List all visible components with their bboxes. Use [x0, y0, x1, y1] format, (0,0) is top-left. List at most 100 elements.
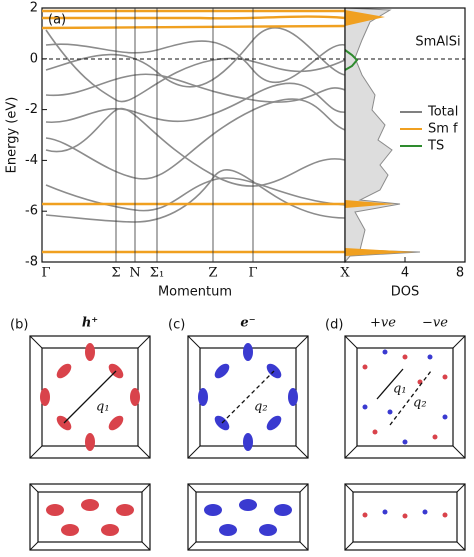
fermi-pocket: [56, 363, 72, 379]
k-label: Z: [208, 266, 217, 281]
bz-edge: [29, 445, 43, 459]
k-label: Γ: [41, 266, 50, 281]
charge-marker: [362, 404, 368, 410]
vector-label: q₁: [393, 382, 407, 397]
y-tick-label: 0: [30, 51, 38, 66]
dos-total: [344, 7, 421, 264]
fermi-pocket: [243, 433, 253, 451]
legend-label: Total: [427, 105, 458, 120]
bz-edge: [29, 335, 43, 349]
bz-edge: [29, 483, 39, 493]
bz-edge: [344, 483, 354, 493]
vector-label: q₂: [254, 400, 268, 415]
charge-marker: [382, 509, 388, 515]
bz-edge: [187, 335, 201, 349]
bz-outer: [344, 483, 466, 551]
fermi-pocket: [259, 524, 277, 536]
fermi-pocket: [85, 343, 95, 361]
charge-marker: [422, 509, 428, 515]
charge-marker: [442, 374, 448, 380]
fermi-pocket: [204, 504, 222, 516]
k-label: Σ: [111, 266, 120, 281]
fermi-pocket: [116, 504, 134, 516]
fermi-pocket: [46, 504, 64, 516]
y-tick-label: -6: [25, 204, 38, 219]
k-label: X: [340, 266, 350, 281]
bz-edge: [295, 445, 309, 459]
k-label: Σ₁: [150, 266, 164, 281]
sm-f-band: [41, 9, 346, 30]
band: [45, 98, 346, 180]
negative-label: −ve: [422, 316, 448, 331]
fermi-pocket: [81, 499, 99, 511]
vector-label: q₁: [96, 400, 110, 415]
fermi-pocket: [85, 433, 95, 451]
charge-marker: [442, 414, 448, 420]
band-structure: [41, 7, 465, 263]
fermi-pocket: [219, 524, 237, 536]
carrier-label: h⁺: [82, 316, 98, 331]
bz-edge: [456, 541, 466, 551]
fermi-pocket: [243, 343, 253, 361]
bz-edge: [452, 335, 466, 349]
bz-inner: [352, 491, 458, 543]
bz-edge: [452, 445, 466, 459]
legend-label: TS: [427, 139, 444, 154]
charge-marker: [362, 364, 368, 370]
vector-label: q₂: [413, 396, 427, 411]
legend-label: Sm f: [428, 122, 458, 137]
bz-edge: [137, 335, 151, 349]
charge-marker: [442, 512, 448, 518]
charge-marker: [362, 512, 368, 518]
fermi-pocket: [101, 524, 119, 536]
bz-inner: [37, 491, 143, 543]
charge-marker: [432, 434, 438, 440]
band: [45, 169, 346, 223]
bz-edge: [141, 541, 151, 551]
dos-ts: [344, 49, 359, 71]
panel-label: (d): [325, 318, 343, 333]
bz-edge: [295, 335, 309, 349]
band: [45, 29, 346, 103]
bz-edge: [344, 541, 354, 551]
nesting-vector: [376, 368, 404, 400]
y-tick-label: -8: [25, 255, 38, 270]
bz-inner: [356, 347, 454, 447]
band: [45, 107, 346, 187]
positive-label: +ve: [370, 316, 396, 331]
bz-edge: [141, 483, 151, 493]
bz-edge: [29, 541, 39, 551]
bz-outer: [29, 335, 151, 459]
y-tick-label: -4: [25, 153, 38, 168]
bz-edge: [137, 445, 151, 459]
fermi-pocket: [288, 388, 298, 406]
bz-edge: [187, 541, 197, 551]
dos-label: DOS: [391, 285, 420, 300]
bz-edge: [299, 541, 309, 551]
nesting-vector: [389, 370, 432, 426]
fermi-pocket: [130, 388, 140, 406]
bz-inner: [195, 491, 301, 543]
y-tick-label: 2: [30, 1, 38, 16]
fermi-pocket: [214, 363, 230, 379]
fermi-pocket: [61, 524, 79, 536]
charge-marker: [402, 513, 408, 519]
k-label: N: [129, 266, 140, 281]
panel-label: (c): [168, 318, 185, 333]
k-label: Γ: [248, 266, 257, 281]
bz-outer: [344, 335, 466, 459]
y-tick-label: -2: [25, 102, 38, 117]
band: [45, 40, 346, 84]
x-tick-label: 8: [456, 266, 464, 281]
charge-marker: [402, 354, 408, 360]
x-tick-label: 4: [401, 266, 409, 281]
charge-marker: [427, 354, 433, 360]
bz-outer: [29, 483, 151, 551]
charge-marker: [382, 349, 388, 355]
fermi-pocket: [40, 388, 50, 406]
bz-outer: [187, 483, 309, 551]
charge-marker: [387, 409, 393, 415]
fermi-surfaces: (b) h⁺ q₁ (c) e⁻ q₂ (d) +ve −ve q₁ q₂: [10, 316, 466, 551]
charge-marker: [372, 429, 378, 435]
bz-edge: [456, 483, 466, 493]
